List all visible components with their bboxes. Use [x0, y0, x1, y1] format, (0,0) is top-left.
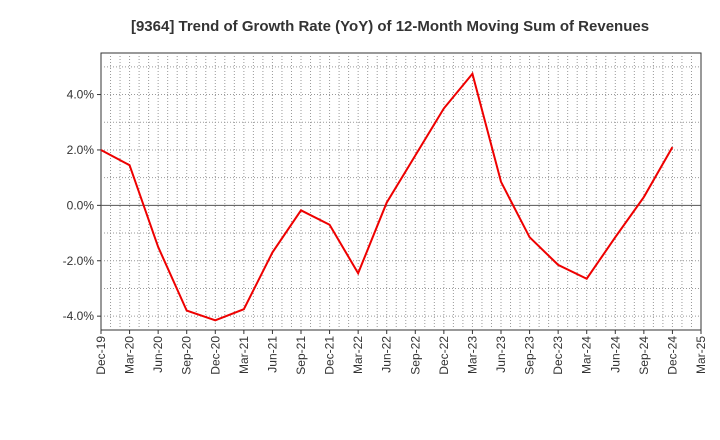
y-tick-label: 0.0% — [67, 198, 95, 212]
x-axis-ticks: Dec-19 Mar-20 Jun-20 Sep-20 Dec-20 Mar-21 Jun-… — [94, 330, 708, 375]
x-tick-label: Mar-23 — [465, 336, 479, 374]
x-tick-label: Dec-20 — [208, 336, 222, 375]
series-layer — [100, 71, 674, 322]
x-tick-label: Mar-20 — [123, 336, 137, 374]
y-axis-ticks: 4.0% 2.0% 0.0% -2.0% -4.0% — [63, 88, 101, 323]
x-tick-label: Mar-22 — [351, 336, 365, 374]
series-line — [100, 71, 674, 322]
x-tick-label: Dec-22 — [437, 336, 451, 375]
x-tick-label: Dec-23 — [551, 336, 565, 375]
y-tick-label: -2.0% — [63, 254, 95, 268]
x-tick-label: Jun-20 — [151, 336, 165, 373]
x-tick-label: Sep-23 — [523, 336, 537, 375]
x-tick-label: Jun-23 — [494, 336, 508, 373]
x-tick-label: Sep-21 — [294, 336, 308, 375]
plot-area — [100, 52, 702, 331]
grid-lines — [101, 53, 701, 330]
x-tick-label: Jun-22 — [380, 336, 394, 373]
x-tick-label: Sep-24 — [637, 336, 651, 375]
y-tick-label: 2.0% — [67, 143, 95, 157]
x-tick-label: Jun-24 — [608, 336, 622, 373]
y-tick-label: 4.0% — [67, 88, 95, 102]
y-tick-label: -4.0% — [63, 309, 95, 323]
plot-frame — [100, 52, 702, 331]
chart-title: [9364] Trend of Growth Rate (YoY) of 12-… — [131, 18, 649, 35]
x-tick-label: Dec-21 — [323, 336, 337, 375]
x-tick-label: Dec-24 — [665, 336, 679, 375]
x-tick-label: Jun-21 — [265, 336, 279, 373]
x-tick-label: Sep-22 — [408, 336, 422, 375]
x-tick-label: Mar-21 — [237, 336, 251, 374]
x-tick-label: Dec-19 — [94, 336, 108, 375]
x-tick-label: Sep-20 — [180, 336, 194, 375]
x-tick-label: Mar-25 — [694, 336, 708, 374]
x-tick-label: Mar-24 — [580, 336, 594, 374]
